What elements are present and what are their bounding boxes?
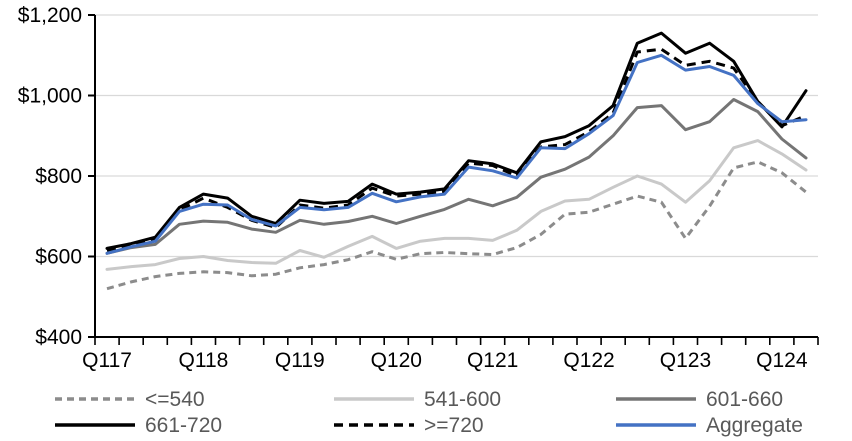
series-line-661-720 xyxy=(105,31,808,250)
legend-label-541-600: 541-600 xyxy=(424,388,501,411)
series-line-541-600 xyxy=(105,139,808,271)
x-axis-label: Q122 xyxy=(563,349,614,372)
y-axis-label: $600 xyxy=(35,246,82,269)
x-axis-label: Q117 xyxy=(82,349,132,372)
legend-label-Aggregate: Aggregate xyxy=(706,414,803,437)
y-axis-label: $1,200 xyxy=(18,4,82,27)
y-axis-label: $400 xyxy=(35,326,82,349)
legend-label-601-660: 601-660 xyxy=(706,388,783,411)
legend-label-661-720: 661-720 xyxy=(145,414,222,437)
x-axis-label: Q124 xyxy=(756,349,808,372)
series-line-Aggregate xyxy=(105,53,808,255)
legend-label-540: <=540 xyxy=(145,388,205,411)
series-line-601-660 xyxy=(105,98,808,255)
x-axis-label: Q119 xyxy=(275,349,325,372)
x-axis-label: Q118 xyxy=(179,349,229,372)
legend-label-720: >=720 xyxy=(424,414,484,437)
y-axis-label: $1,000 xyxy=(18,85,82,108)
x-axis-label: Q120 xyxy=(371,349,422,372)
x-axis-label: Q121 xyxy=(467,349,518,372)
x-axis-label: Q123 xyxy=(660,349,711,372)
series-line-540 xyxy=(106,160,807,291)
y-axis-label: $800 xyxy=(35,165,82,188)
